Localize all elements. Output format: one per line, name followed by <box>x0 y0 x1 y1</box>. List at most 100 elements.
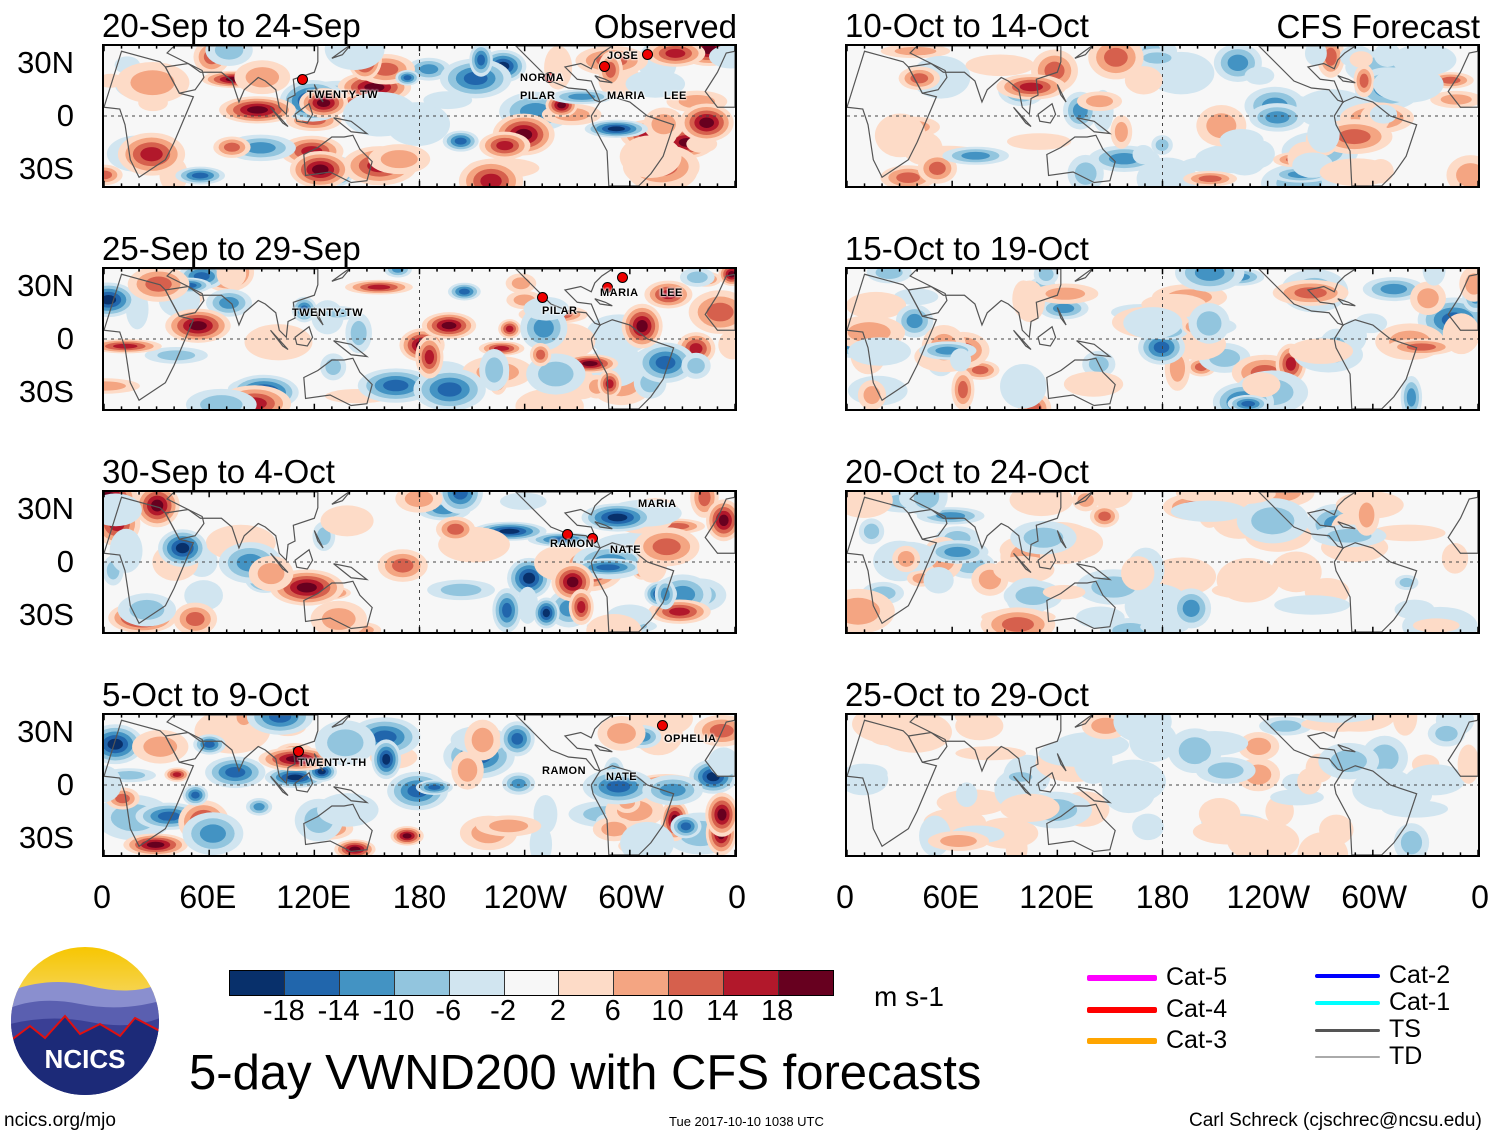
wind-contour-fill <box>441 321 457 330</box>
storm-label: LEE <box>660 287 683 299</box>
storm-label: PILAR <box>520 90 556 102</box>
wind-contour-fill <box>652 538 681 556</box>
wind-contour-fill <box>140 147 163 162</box>
wind-contour-fill <box>863 523 880 540</box>
wind-contour-fill <box>489 819 529 833</box>
coastline <box>908 510 947 540</box>
legend-line-cat-2 <box>1315 974 1380 978</box>
storm-label: MARIA <box>600 287 639 299</box>
wind-contour-fill <box>718 514 729 527</box>
wind-contour-fill <box>199 824 226 843</box>
colorbar-swatch <box>284 971 340 995</box>
coastline <box>334 341 367 357</box>
wind-contour-fill <box>523 572 536 584</box>
wind-contour-fill <box>1435 725 1458 742</box>
lat-tick-label: 0 <box>56 544 74 579</box>
wind-contour-fill <box>1297 832 1349 855</box>
panel-title: 20-Oct to 24-Oct <box>845 453 1089 490</box>
wind-contour-fill <box>538 361 574 387</box>
coastline <box>591 543 673 632</box>
wind-contour-fill <box>893 288 939 306</box>
lon-tick-label: 60W <box>598 879 665 915</box>
colorbar-swatch <box>614 971 670 995</box>
wind-contour-fill <box>928 161 946 175</box>
wind-contour-fill <box>1337 129 1371 145</box>
wind-contour-fill <box>1380 283 1408 295</box>
wind-contour-fill <box>499 492 547 510</box>
colorbar-swatch <box>504 971 560 995</box>
wind-contour-fill <box>247 106 268 114</box>
legend-line-cat-4 <box>1087 1007 1157 1013</box>
wind-contour-fill <box>896 172 920 183</box>
coastline <box>595 745 613 752</box>
lon-tick-label: 120E <box>1019 879 1095 915</box>
lat-tick-label: 30N <box>17 268 74 303</box>
wind-contour-fill <box>1001 617 1034 632</box>
colorbar-tick-label: -18 <box>262 995 305 1027</box>
wind-contour-fill <box>659 783 686 797</box>
wind-contour-fill <box>906 313 923 329</box>
wind-contour-fill <box>1285 357 1297 371</box>
wind-contour-fill <box>660 289 677 300</box>
wind-contour-fill <box>670 585 696 604</box>
wind-contour-fill <box>382 753 391 765</box>
wind-contour-fill <box>874 113 926 158</box>
panel-title: 15-Oct to 19-Oct <box>845 230 1089 267</box>
coastline <box>1075 490 1094 504</box>
wind-contour-fill <box>1289 338 1354 364</box>
wind-contour-fill <box>1042 584 1086 600</box>
wind-contour-fill <box>458 288 470 295</box>
coastline <box>1047 581 1115 628</box>
wind-contour-fill <box>1349 51 1373 68</box>
lon-tick-label: 0 <box>93 879 111 915</box>
wind-contour-fill <box>910 73 929 84</box>
wind-contour-fill <box>129 599 165 620</box>
wind-contour-fill <box>257 562 285 585</box>
wind-contour-fill <box>582 361 598 367</box>
wind-contour-fill <box>286 774 304 781</box>
colorbar-tick-label: -2 <box>490 995 516 1027</box>
coastline <box>1047 358 1115 405</box>
wind-contour-fill <box>1392 715 1418 736</box>
wind-contour-fill <box>191 791 200 799</box>
legend-label: Cat-3 <box>1166 1026 1228 1054</box>
lon-tick-label: 120E <box>276 879 352 915</box>
coastline <box>1334 97 1416 186</box>
coastline <box>1077 118 1110 134</box>
wind-contour-fill <box>1000 363 1047 409</box>
colorbar-swatch <box>449 971 505 995</box>
lat-tick-label: 30S <box>18 597 74 632</box>
map-panel <box>845 44 1480 188</box>
storm-label: TWENTY-TW <box>292 307 364 319</box>
wind-contour-fill <box>383 379 409 392</box>
panel-title: 30-Sep to 4-Oct <box>102 453 335 490</box>
wind-contour-fill <box>1006 133 1072 150</box>
wind-contour-fill <box>699 117 715 128</box>
coastline <box>332 490 351 504</box>
wind-contour-fill <box>586 614 642 632</box>
wind-contour-fill <box>897 551 915 567</box>
wind-contour-fill <box>1207 762 1244 779</box>
coastline <box>271 776 289 795</box>
coastline <box>1077 341 1110 357</box>
storm-marker <box>657 720 668 731</box>
wind-contour-fill <box>300 305 309 314</box>
wind-contour-fill <box>130 70 175 96</box>
coastline <box>1057 308 1066 326</box>
wind-contour-fill <box>485 357 504 383</box>
storm-marker <box>297 74 308 85</box>
wind-contour-fill <box>536 349 546 360</box>
coastline <box>1077 564 1110 580</box>
wind-contour-fill <box>607 513 628 522</box>
wind-contour-fill <box>1113 715 1172 743</box>
coastline <box>1038 550 1056 569</box>
coastline <box>271 107 289 126</box>
wind-contour-fill <box>454 137 467 145</box>
wind-contour-fill <box>1307 115 1340 153</box>
footer-author: Carl Schreck (cjschrec@ncsu.edu) <box>1189 1110 1482 1131</box>
wind-contour-fill <box>708 747 735 777</box>
storm-label: MARIA <box>638 498 677 510</box>
wind-contour-fill <box>1456 163 1478 186</box>
coastline <box>165 510 204 540</box>
legend-line-cat-5 <box>1087 975 1157 981</box>
